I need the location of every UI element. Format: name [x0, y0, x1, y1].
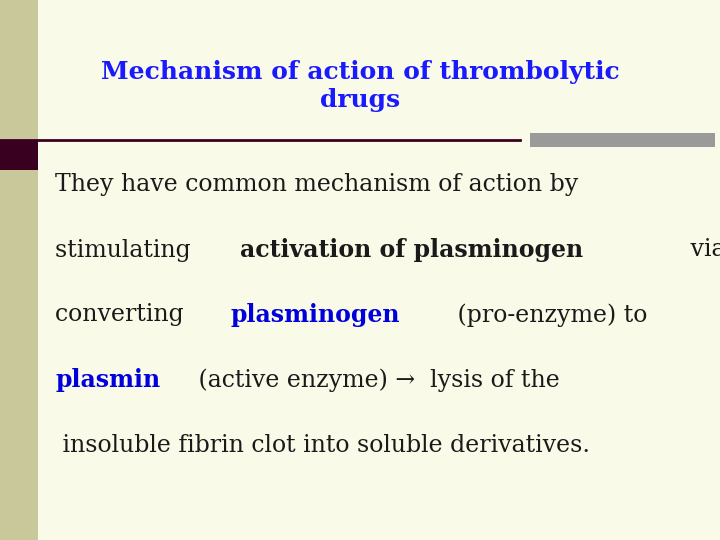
- Text: (pro-enzyme) to: (pro-enzyme) to: [449, 303, 647, 327]
- Bar: [0, 0, 38, 540]
- Text: activation of plasminogen: activation of plasminogen: [240, 238, 583, 262]
- Text: They have common mechanism of action by: They have common mechanism of action by: [55, 173, 578, 197]
- Text: stimulating: stimulating: [55, 239, 198, 261]
- Text: Mechanism of action of thrombolytic
drugs: Mechanism of action of thrombolytic drug…: [101, 60, 619, 112]
- Text: plasminogen: plasminogen: [231, 303, 400, 327]
- Text: (active enzyme) →  lysis of the: (active enzyme) → lysis of the: [191, 368, 559, 392]
- Bar: [530, 133, 715, 147]
- Bar: [0, 140, 38, 170]
- Text: insoluble fibrin clot into soluble derivatives.: insoluble fibrin clot into soluble deriv…: [55, 434, 590, 456]
- Text: via: via: [683, 239, 720, 261]
- Text: converting: converting: [55, 303, 192, 327]
- Text: plasmin: plasmin: [55, 368, 160, 392]
